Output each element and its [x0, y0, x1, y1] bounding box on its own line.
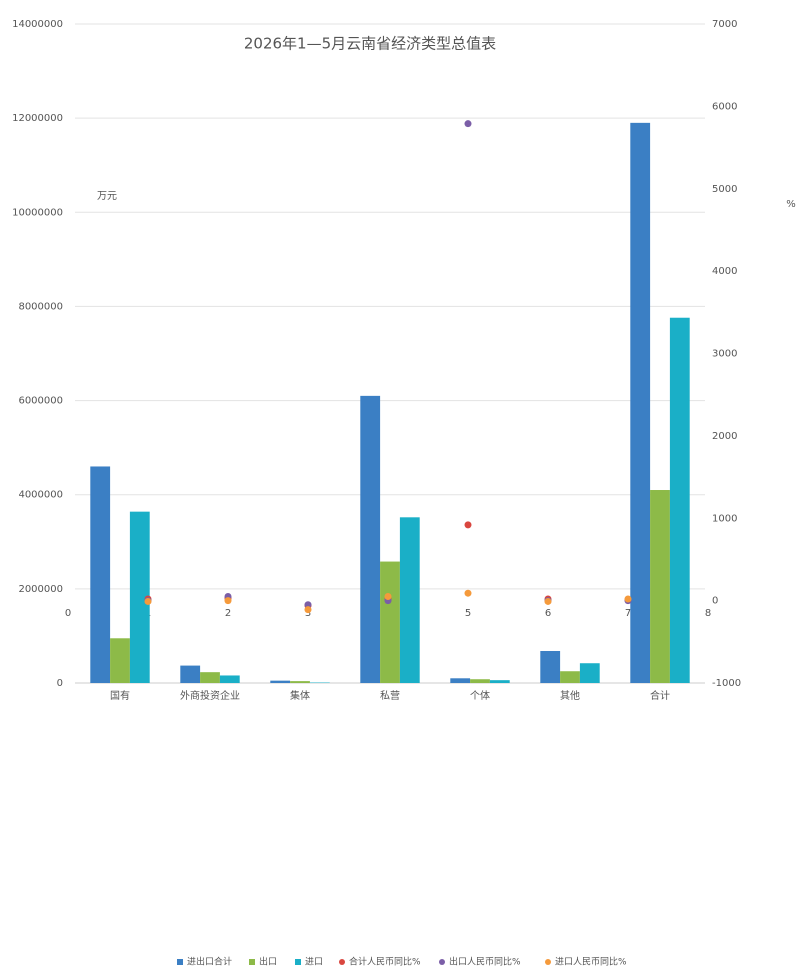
x-tick-label: 私营 [380, 689, 400, 702]
y-tick-label: 6000000 [18, 396, 63, 407]
bar [219, 675, 240, 683]
y2-tick-label: 1000 [712, 513, 737, 524]
y-axis-label: 万元 [97, 191, 117, 202]
y2-tick-label: 7000 [712, 19, 737, 30]
legend-label: 进口人民币同比% [555, 956, 627, 968]
bar [489, 680, 510, 683]
x-tick-label: 个体 [470, 690, 490, 702]
legend-swatch [295, 959, 301, 965]
legend-label: 进口 [305, 957, 323, 968]
bar [90, 466, 111, 683]
scatter-point [464, 521, 472, 529]
y-tick-label: 0 [57, 678, 63, 689]
scatter-point [304, 601, 312, 609]
bar [560, 671, 580, 683]
legend-swatch [249, 959, 255, 965]
y2-axis-label: % [786, 199, 796, 210]
x-tick-label: 其他 [560, 689, 580, 702]
legend-label: 进出口合计 [187, 956, 232, 968]
x2-tick-label: 5 [465, 608, 471, 619]
bar [360, 395, 381, 683]
bar [669, 317, 690, 683]
y-tick-label: 8000000 [18, 301, 63, 312]
scatter-point [464, 589, 472, 597]
x2-tick-label: 3 [305, 608, 311, 619]
y-tick-label: 2000000 [18, 584, 63, 595]
legend-label: 合计人民币同比% [349, 956, 421, 968]
scatter-point [624, 595, 632, 603]
x-tick-label: 国有 [110, 689, 130, 702]
bar [399, 517, 420, 683]
y-tick-label: 4000000 [18, 490, 63, 501]
y-tick-label: 14000000 [12, 19, 63, 30]
legend-label: 出口人民币同比% [449, 956, 521, 968]
y-tick-label: 10000000 [12, 207, 63, 218]
bar [380, 561, 400, 683]
bar [579, 663, 600, 683]
y2-tick-label: 4000 [712, 266, 737, 277]
y2-tick-label: 0 [712, 596, 718, 607]
y-tick-label: 12000000 [12, 113, 63, 124]
bar [180, 665, 201, 683]
y2-tick-label: 6000 [712, 101, 737, 112]
bar [650, 490, 670, 683]
scatter-point [144, 597, 152, 605]
x2-tick-label: 0 [65, 608, 71, 619]
chart-title: 2026年1—5月云南省经济类型总值表 [244, 35, 496, 53]
bar [110, 638, 130, 683]
scatter-point [384, 593, 392, 601]
y2-tick-label: -1000 [712, 678, 741, 689]
x-tick-label: 合计 [650, 689, 670, 702]
legend-label: 出口 [259, 956, 277, 968]
x-tick-label: 集体 [290, 689, 310, 702]
y2-tick-label: 3000 [712, 349, 737, 360]
x2-tick-label: 8 [705, 608, 711, 619]
x2-tick-label: 2 [225, 608, 231, 619]
legend-swatch [439, 959, 445, 965]
legend-swatch [339, 959, 345, 965]
bar [200, 672, 220, 683]
y2-tick-label: 2000 [712, 431, 737, 442]
legend-swatch [545, 959, 551, 965]
scatter-point [224, 597, 232, 605]
bar [270, 680, 291, 683]
x2-tick-label: 6 [545, 608, 551, 619]
scatter-point [544, 597, 552, 605]
scatter-point [304, 606, 312, 614]
bar [290, 681, 310, 683]
scatter-point [464, 120, 472, 128]
bar [630, 122, 651, 684]
bar [470, 679, 490, 683]
bar [540, 650, 561, 683]
legend-swatch [177, 959, 183, 965]
bar [129, 511, 150, 683]
x-tick-label: 外商投资企业 [180, 689, 240, 702]
bar [450, 678, 471, 683]
x2-tick-label: 7 [625, 608, 631, 619]
y2-tick-label: 5000 [712, 184, 737, 195]
